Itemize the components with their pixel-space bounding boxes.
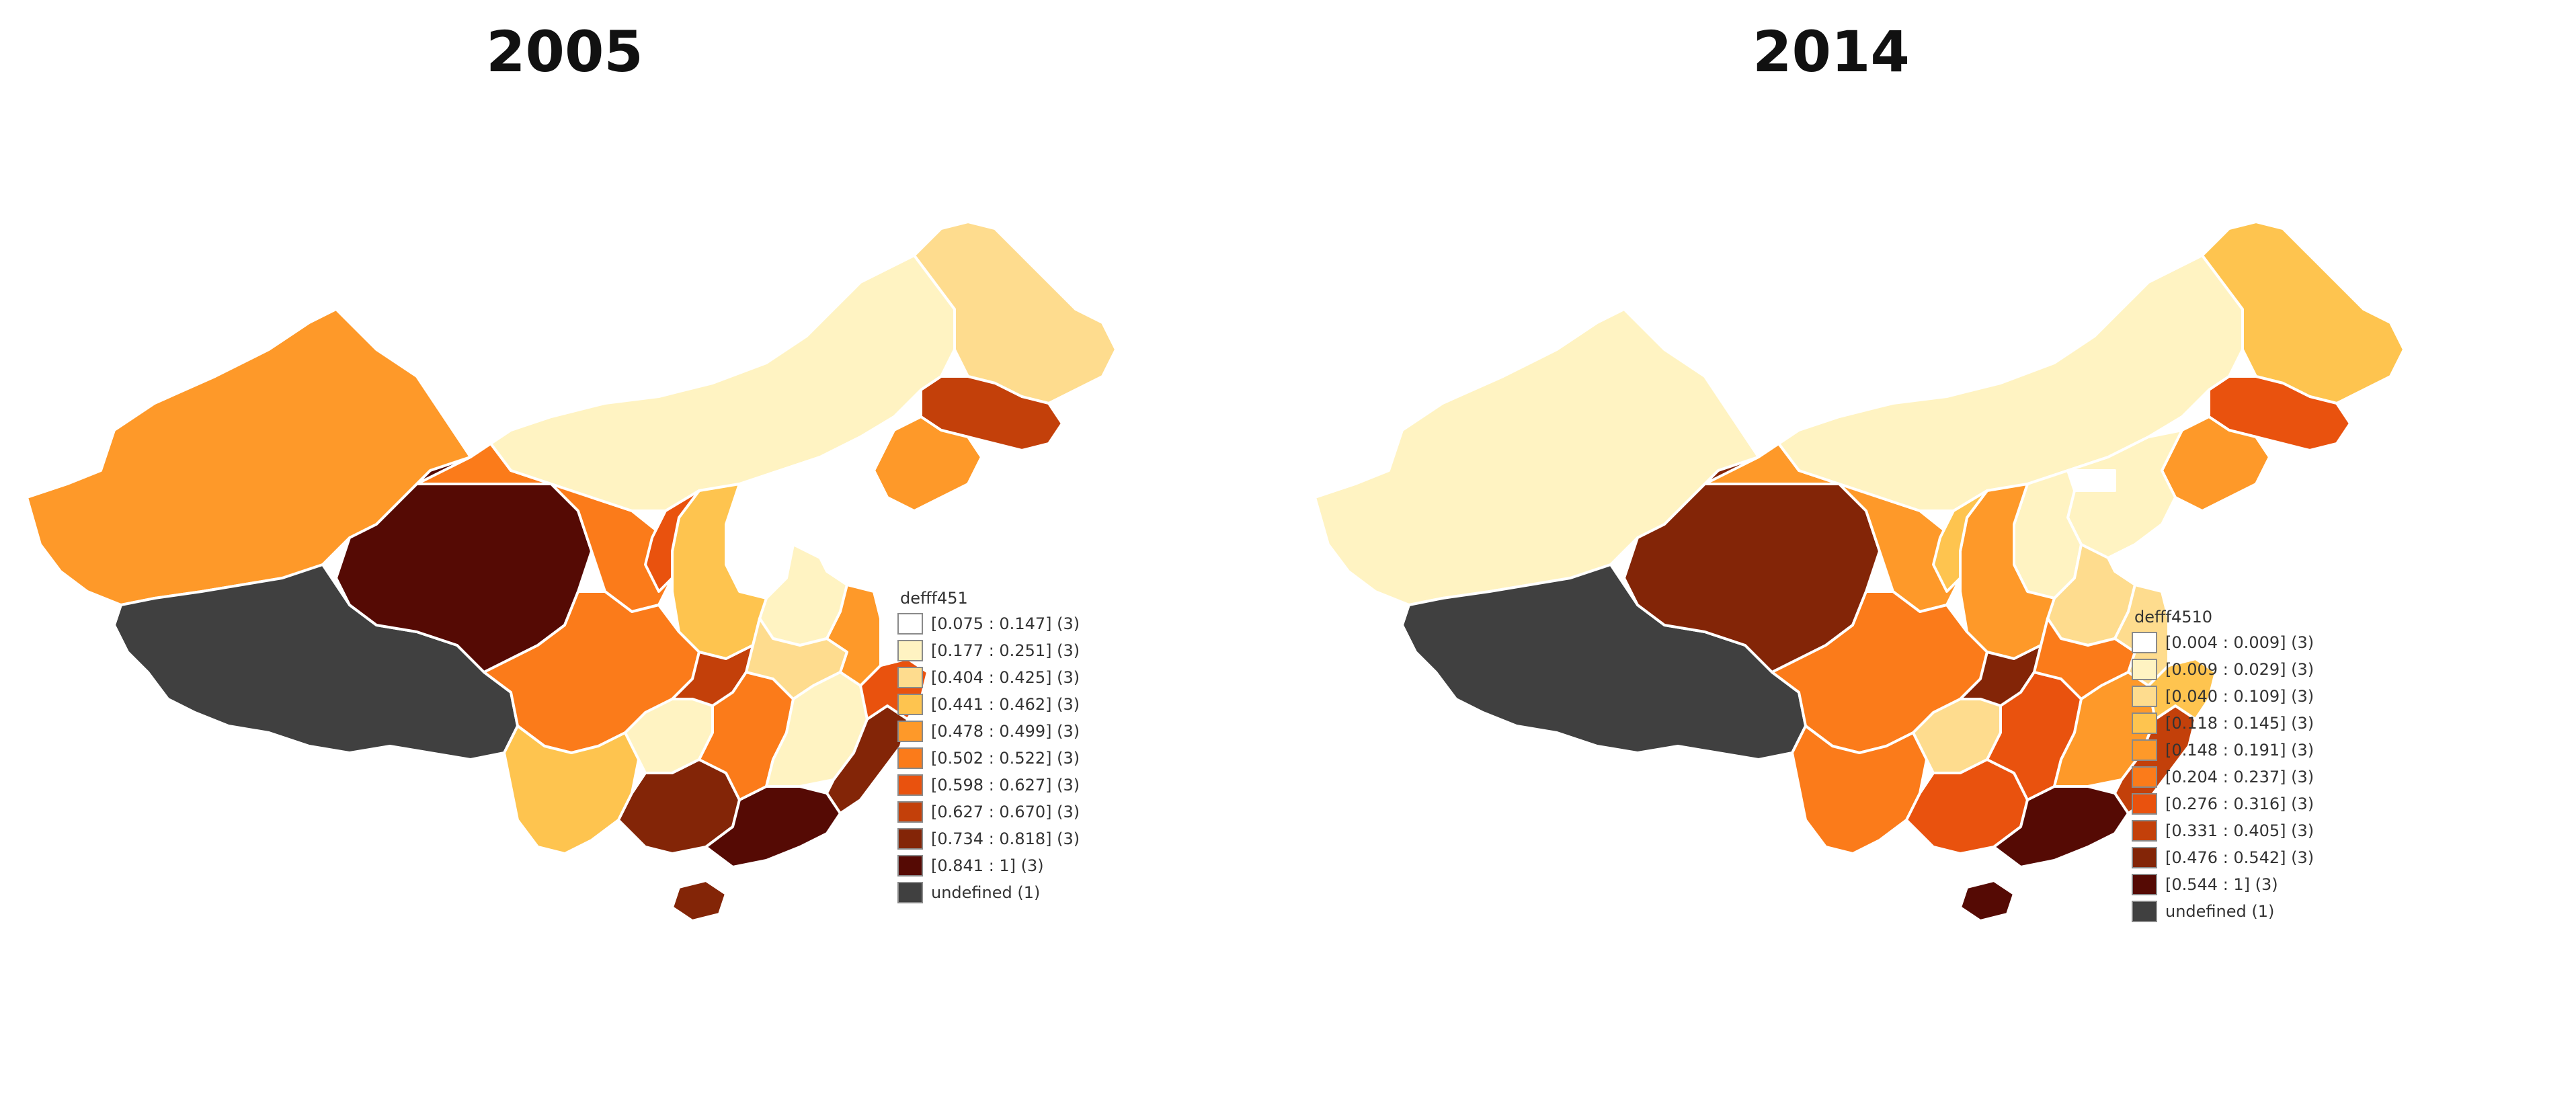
legend-swatch [897,613,923,635]
legend-label: [0.177 : 0.251] (3) [931,641,1080,660]
legend-label: [0.331 : 0.405] (3) [2165,821,2315,840]
legend-label: [0.734 : 0.818] (3) [931,829,1080,848]
map-panel-2014: 2014 [1288,0,2576,1101]
legend-label: [0.118 : 0.145] (3) [2165,714,2315,733]
legend-label: [0.040 : 0.109] (3) [2165,687,2315,706]
legend-swatch [897,694,923,715]
legend-item: [0.009 : 0.029] (3) [2132,656,2314,683]
legend-swatch [2132,847,2157,868]
legend-swatch [2132,739,2157,761]
region-ningxia [644,489,700,593]
legend-item: [0.177 : 0.251] (3) [897,637,1080,664]
legend-swatch [897,747,923,769]
legend-label: [0.009 : 0.029] (3) [2165,660,2315,679]
legend-item: [0.544 : 1] (3) [2132,871,2314,898]
legend-label: [0.627 : 0.670] (3) [931,803,1080,821]
legend-label: [0.478 : 0.499] (3) [931,722,1080,741]
legend-swatch [897,667,923,688]
legend-item: [0.331 : 0.405] (3) [2132,817,2314,844]
legend-item: [0.478 : 0.499] (3) [897,718,1080,745]
region-hainan [1959,879,2015,922]
legend-swatch [2132,766,2157,788]
legend-swatch [897,640,923,661]
legend-label: [0.204 : 0.237] (3) [2165,768,2315,786]
region-heilongjiang [913,220,1117,405]
legend-item: [0.004 : 0.009] (3) [2132,629,2314,656]
map-legend: defff451 [0.075 : 0.147] (3) [0.177 : 0.2… [897,586,1080,906]
legend-item: [0.476 : 0.542] (3) [2132,844,2314,871]
region-jiangsu [2161,570,2230,667]
legend-label: [0.075 : 0.147] (3) [931,614,1080,633]
legend-swatch [2132,686,2157,707]
legend-item-undefined: undefined (1) [2132,898,2314,925]
legend-swatch [2132,712,2157,734]
legend-label: undefined (1) [2165,902,2275,921]
legend-swatch [897,721,923,742]
legend-swatch [2132,659,2157,680]
legend-swatch [2132,793,2157,815]
region-ningxia [1932,489,1988,593]
legend-item: [0.118 : 0.145] (3) [2132,710,2314,737]
legend-title: defff451 [900,589,968,608]
legend-label: [0.404 : 0.425] (3) [931,668,1080,687]
legend-title: defff4510 [2134,608,2213,626]
china-choropleth-map [1314,220,2405,922]
legend-item: [0.441 : 0.462] (3) [897,691,1080,718]
legend-swatch [897,801,923,823]
legend-swatch [897,855,923,876]
region-hainan [671,879,727,922]
region-fujian [826,704,909,815]
map-title: 2014 [1753,19,1910,85]
legend-label: undefined (1) [931,883,1041,902]
legend-swatch [897,828,923,850]
map-title: 2005 [486,19,643,85]
legend-item: [0.598 : 0.627] (3) [897,772,1080,799]
legend-item: [0.404 : 0.425] (3) [897,664,1080,691]
legend-item: [0.148 : 0.191] (3) [2132,737,2314,764]
legend-item: [0.502 : 0.522] (3) [897,745,1080,772]
legend-item: [0.204 : 0.237] (3) [2132,764,2314,790]
legend-item-undefined: undefined (1) [897,879,1080,906]
legend-label: [0.004 : 0.009] (3) [2165,633,2315,652]
china-choropleth-map [26,220,1117,922]
region-heilongjiang [2201,220,2405,405]
legend-label: [0.544 : 1] (3) [2165,875,2278,894]
legend-swatch [2132,820,2157,842]
legend-swatch [897,882,923,903]
legend-swatch [2132,901,2157,922]
legend-label: [0.276 : 0.316] (3) [2165,794,2315,813]
legend-item: [0.841 : 1] (3) [897,852,1080,879]
map-panel-2005: 2005 [26,19,1117,922]
legend-item: [0.627 : 0.670] (3) [897,799,1080,825]
legend-item: [0.734 : 0.818] (3) [897,825,1080,852]
legend-item: [0.075 : 0.147] (3) [897,610,1080,637]
legend-label: [0.476 : 0.542] (3) [2165,848,2315,867]
legend-swatch [897,774,923,796]
legend-swatch [2132,874,2157,895]
legend-item: [0.040 : 0.109] (3) [2132,683,2314,710]
legend-label: [0.502 : 0.522] (3) [931,749,1080,768]
legend-item: [0.276 : 0.316] (3) [2132,790,2314,817]
legend-label: [0.148 : 0.191] (3) [2165,741,2315,760]
legend-label: [0.598 : 0.627] (3) [931,776,1080,794]
legend-label: [0.841 : 1] (3) [931,856,1044,875]
map-legend: defff4510 [0.004 : 0.009] (3) [0.009 : 0.… [2132,605,2314,925]
legend-label: [0.441 : 0.462] (3) [931,695,1080,714]
legend-swatch [2132,632,2157,653]
